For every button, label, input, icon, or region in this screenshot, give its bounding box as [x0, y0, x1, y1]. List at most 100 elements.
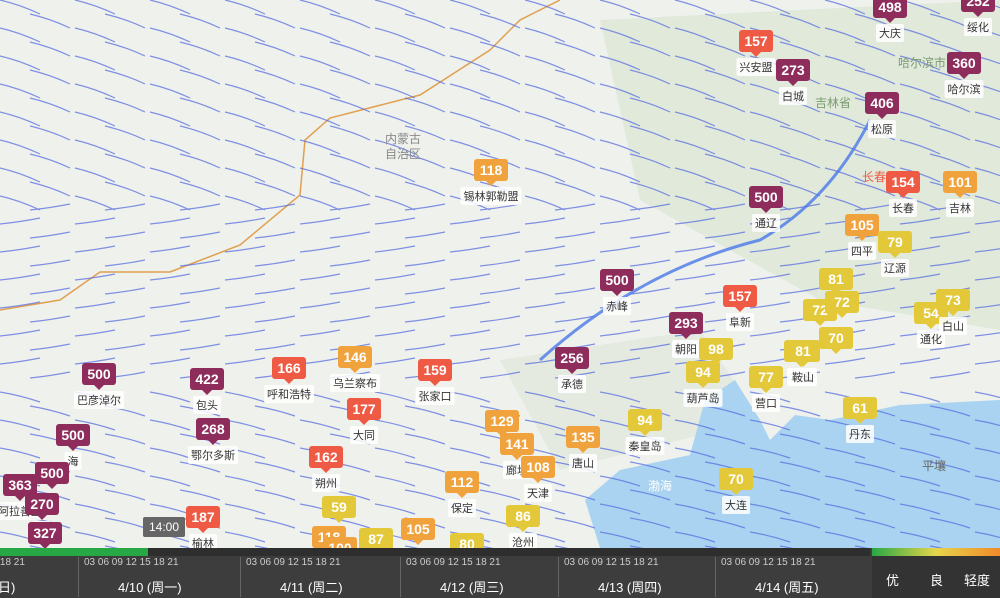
aqi-marker[interactable]: 129 — [485, 410, 519, 437]
aqi-marker[interactable]: 159 — [418, 359, 452, 386]
aqi-badge: 81 — [819, 268, 853, 295]
aqi-marker[interactable]: 154 — [886, 171, 920, 198]
aqi-marker[interactable]: 422 — [190, 368, 224, 395]
city-label: 通辽 — [752, 214, 780, 232]
aqi-badge: 406 — [865, 92, 899, 119]
city-label: 朔州 — [312, 474, 340, 492]
city-label: 巴彦淖尔 — [74, 391, 124, 409]
aqi-marker[interactable]: 252 — [961, 0, 995, 17]
aqi-badge: 141 — [500, 433, 534, 460]
aqi-marker[interactable]: 293 — [669, 312, 703, 339]
aqi-marker[interactable]: 268 — [196, 418, 230, 445]
aqi-marker[interactable]: 270 — [25, 493, 59, 520]
city-label: 沧州 — [509, 533, 537, 548]
aqi-marker[interactable]: 256 — [555, 347, 589, 374]
aqi-marker[interactable]: 157 — [739, 30, 773, 57]
aqi-marker[interactable]: 166 — [272, 357, 306, 384]
aqi-marker[interactable]: 500 — [35, 462, 69, 489]
aqi-marker[interactable]: 146 — [338, 346, 372, 373]
region-label-pyongyang: 平壤 — [922, 459, 947, 473]
timeline-hours[interactable]: 03 06 09 12 15 18 21 — [406, 557, 501, 568]
timeline-hours[interactable]: 03 06 09 12 15 18 21 — [246, 557, 341, 568]
aqi-marker[interactable]: 177 — [347, 398, 381, 425]
timeline-hours[interactable]: 03 06 09 12 15 18 21 — [84, 557, 179, 568]
aqi-marker[interactable]: 157 — [723, 285, 757, 312]
aqi-marker[interactable]: 86 — [506, 505, 540, 532]
aqi-badge: 73 — [936, 289, 970, 316]
aqi-marker[interactable]: 500 — [749, 186, 783, 213]
aqi-marker[interactable]: 101 — [943, 171, 977, 198]
aqi-value: 105 — [850, 217, 874, 233]
timeline-day-label[interactable]: 4/13 (周四) — [598, 580, 662, 595]
aqi-value: 500 — [40, 465, 64, 481]
timeline-day-label[interactable]: 4/12 (周三) — [440, 580, 504, 595]
aqi-marker[interactable]: 500 — [600, 269, 634, 296]
timeline-bar[interactable]: 15 18 21 日) 03 06 09 12 15 18 21 4/10 (周一) 0… — [0, 548, 1000, 598]
aqi-value: 273 — [781, 62, 805, 78]
aqi-marker[interactable]: 360 — [947, 52, 981, 79]
legend-good: 优 — [886, 573, 900, 588]
aqi-marker[interactable]: 100 — [323, 537, 357, 548]
air-quality-map[interactable]: 内蒙古 自治区 哈尔滨市 吉林省 长春 渤海 平壤 498 大庆 252 绥化 157 兴安… — [0, 0, 1000, 548]
city-label: 大同 — [350, 426, 378, 444]
aqi-marker[interactable]: 94 — [686, 361, 720, 388]
timeline-hours[interactable]: 03 06 09 12 15 18 21 — [721, 557, 816, 568]
aqi-marker[interactable]: 79 — [878, 231, 912, 258]
aqi-marker[interactable]: 98 — [699, 338, 733, 365]
timeline-day-separator — [715, 557, 716, 597]
aqi-marker[interactable]: 105 — [845, 214, 879, 241]
aqi-value: 268 — [201, 421, 225, 437]
aqi-marker[interactable]: 59 — [322, 496, 356, 523]
aqi-marker[interactable]: 118 — [474, 159, 508, 186]
aqi-badge: 327 — [28, 522, 62, 548]
aqi-marker[interactable]: 500 — [82, 363, 116, 390]
aqi-marker[interactable]: 141 — [500, 433, 534, 460]
aqi-badge: 159 — [418, 359, 452, 386]
aqi-marker[interactable]: 363 — [3, 474, 37, 501]
aqi-badge: 252 — [961, 0, 995, 17]
aqi-marker[interactable]: 70 — [719, 468, 753, 495]
timeline-day-label[interactable]: 4/11 (周二) — [280, 580, 343, 595]
city-label: 呼和浩特 — [264, 385, 314, 403]
aqi-marker[interactable]: 72 — [825, 291, 859, 318]
city-label: 朝阳 — [672, 340, 700, 358]
aqi-marker[interactable]: 81 — [819, 268, 853, 295]
timeline-hours[interactable]: 15 18 21 — [0, 557, 25, 568]
aqi-marker[interactable]: 77 — [749, 366, 783, 393]
aqi-value: 500 — [605, 272, 629, 288]
aqi-marker[interactable]: 162 — [309, 446, 343, 473]
aqi-marker[interactable]: 498 — [873, 0, 907, 23]
aqi-marker[interactable]: 87 — [359, 528, 393, 548]
aqi-value: 72 — [834, 294, 850, 310]
timeline-day-label[interactable]: 4/14 (周五) — [755, 580, 819, 595]
aqi-marker[interactable]: 61 — [843, 397, 877, 424]
aqi-badge: 498 — [873, 0, 907, 23]
aqi-badge: 157 — [723, 285, 757, 312]
aqi-marker[interactable]: 81 — [786, 340, 820, 367]
aqi-marker[interactable]: 135 — [566, 426, 600, 453]
aqi-marker[interactable]: 500 — [56, 424, 90, 451]
timeline-track[interactable] — [0, 548, 870, 556]
timeline-hours[interactable]: 03 06 09 12 15 18 21 — [564, 557, 659, 568]
aqi-badge: 72 — [825, 291, 859, 318]
aqi-value: 79 — [887, 234, 903, 250]
aqi-marker[interactable]: 70 — [819, 327, 853, 354]
aqi-marker[interactable]: 73 — [936, 289, 970, 316]
aqi-value: 363 — [8, 477, 32, 493]
aqi-marker[interactable]: 327 — [28, 522, 62, 548]
timeline-day-label[interactable]: 日) — [0, 580, 16, 595]
city-label: 阜新 — [726, 313, 754, 331]
city-label: 绥化 — [964, 18, 992, 36]
aqi-marker[interactable]: 406 — [865, 92, 899, 119]
aqi-marker[interactable]: 80 — [450, 533, 484, 548]
aqi-marker[interactable]: 94 — [628, 409, 662, 436]
city-label: 保定 — [448, 499, 476, 517]
aqi-marker[interactable]: 112 — [445, 471, 479, 498]
aqi-marker[interactable]: 187 — [186, 506, 220, 533]
aqi-marker[interactable]: 108 — [521, 456, 555, 483]
city-label: 鞍山 — [789, 368, 817, 386]
aqi-marker[interactable]: 273 — [776, 59, 810, 86]
aqi-marker[interactable]: 105 — [401, 518, 435, 545]
aqi-value: 406 — [870, 95, 894, 111]
timeline-day-label[interactable]: 4/10 (周一) — [118, 580, 182, 595]
